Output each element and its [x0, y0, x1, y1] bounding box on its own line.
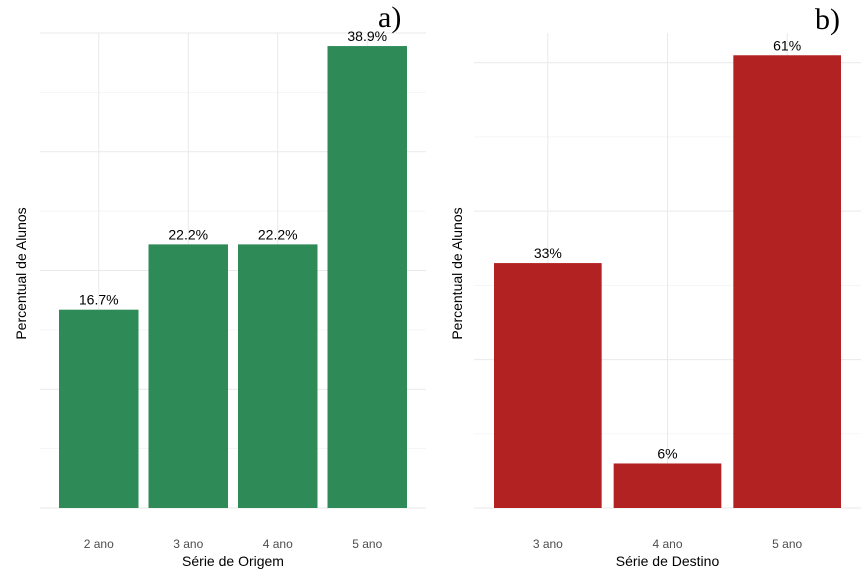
- x-tick-label-a: 3 ano: [173, 537, 203, 551]
- data-label-b: 61%: [773, 37, 801, 53]
- data-label-a: 22.2%: [168, 226, 208, 242]
- x-tick-label-a: 4 ano: [263, 537, 293, 551]
- bar-4-ano-b: [613, 463, 722, 508]
- data-label-a: 16.7%: [79, 292, 119, 308]
- data-label-b: 6%: [657, 445, 677, 461]
- panel-label-a: a): [378, 1, 401, 34]
- bars-b: [494, 55, 841, 508]
- x-tick-labels-b: 3 ano 4 ano 5 ano: [533, 537, 803, 551]
- x-tick-label-a: 5 ano: [352, 537, 382, 551]
- bar-5-ano-a: [327, 46, 407, 508]
- y-axis-title-b: Percentual de Alunos: [449, 207, 465, 339]
- bar-4-ano-a: [238, 244, 318, 508]
- panel-label-b: b): [815, 3, 840, 36]
- bar-3-ano-a: [148, 244, 228, 508]
- chart-panel-b: 33% 6% 61% 3 ano 4 ano 5 ano Série de Destin…: [449, 3, 861, 569]
- x-tick-label-a: 2 ano: [84, 537, 114, 551]
- bar-5-ano-b: [733, 55, 841, 508]
- data-label-b: 33%: [534, 245, 562, 261]
- data-label-a: 38.9%: [347, 28, 387, 44]
- bars-a: [59, 46, 407, 508]
- x-tick-label-b: 5 ano: [772, 537, 802, 551]
- bar-2-ano-a: [59, 309, 139, 508]
- x-tick-labels-a: 2 ano 3 ano 4 ano 5 ano: [84, 537, 383, 551]
- data-labels-a: 16.7% 22.2% 22.2% 38.9%: [79, 28, 387, 308]
- x-tick-label-b: 4 ano: [652, 537, 682, 551]
- chart-panel-a: 16.7% 22.2% 22.2% 38.9% 2 ano 3 ano 4 ano 5 an…: [13, 1, 426, 569]
- x-axis-title-b: Série de Destino: [616, 553, 720, 569]
- x-tick-label-b: 3 ano: [533, 537, 563, 551]
- data-labels-b: 33% 6% 61%: [534, 37, 801, 461]
- data-label-a: 22.2%: [258, 226, 298, 242]
- x-axis-title-a: Série de Origem: [182, 553, 284, 569]
- bar-3-ano-b: [494, 263, 602, 508]
- y-axis-title-a: Percentual de Alunos: [13, 207, 29, 339]
